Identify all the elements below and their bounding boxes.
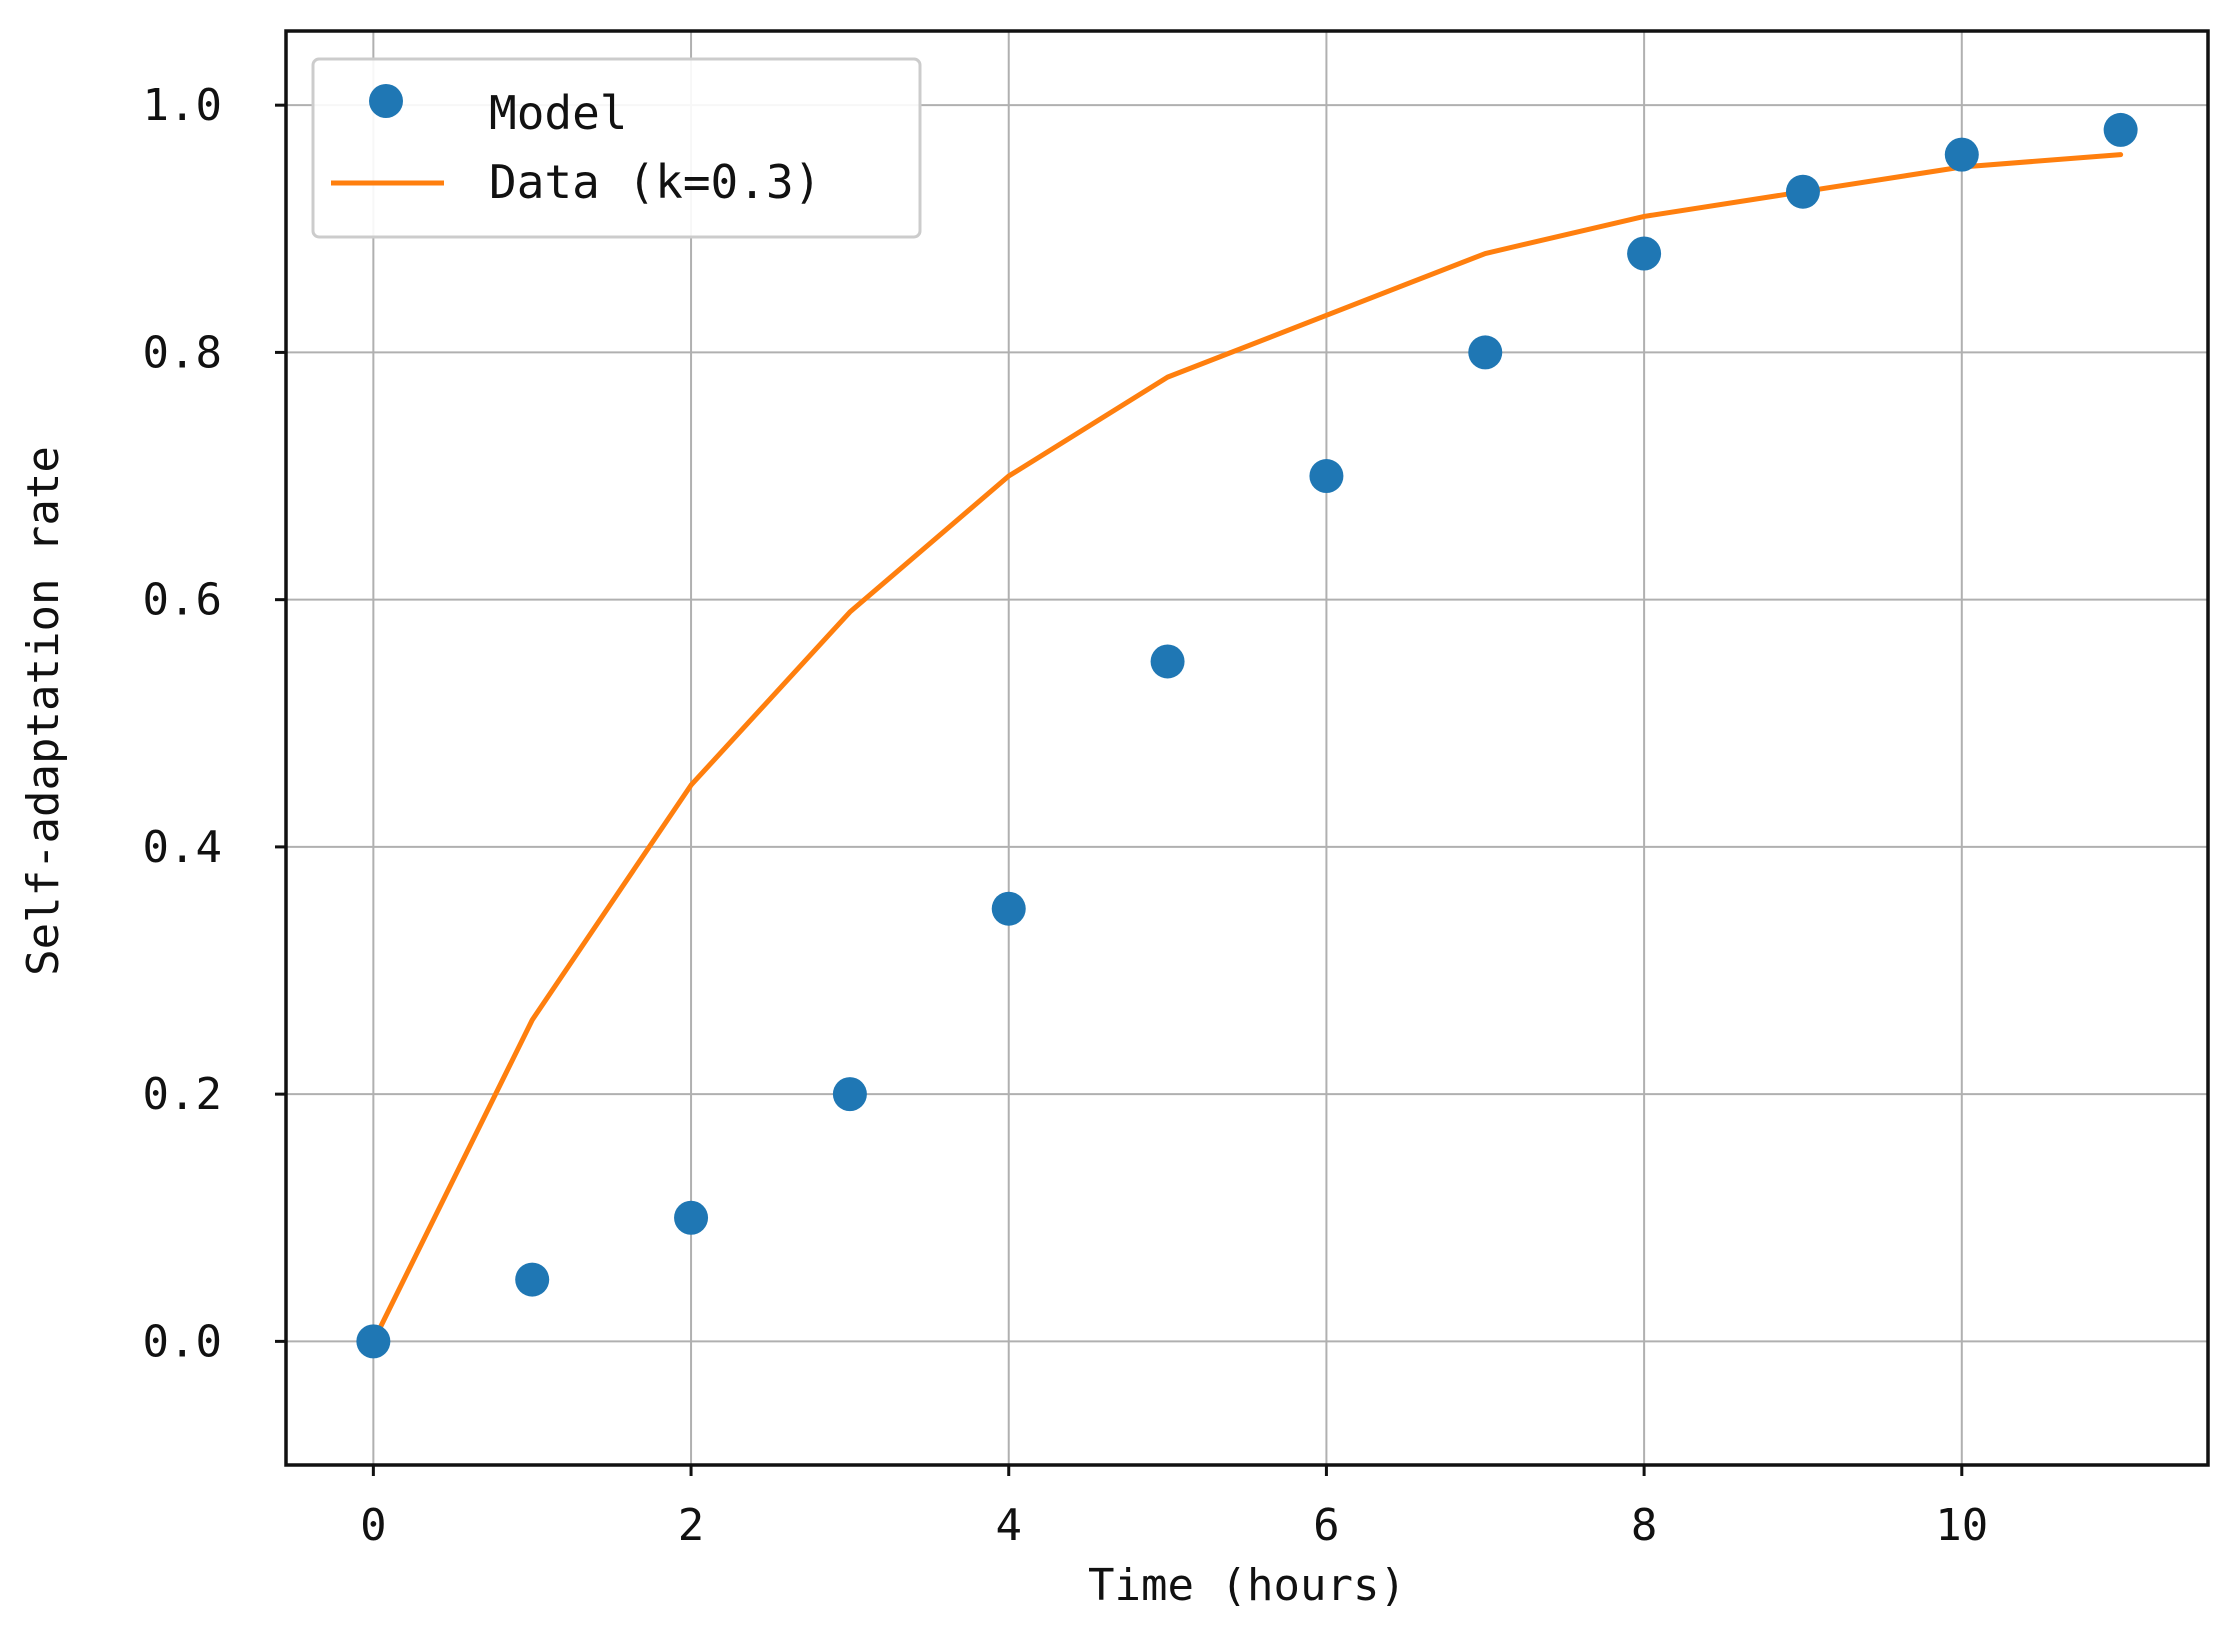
y-tick-label: 0.4 — [143, 822, 222, 873]
legend-model-label: Model — [489, 86, 627, 140]
model-point — [356, 1324, 391, 1359]
x-tick-label: 2 — [678, 1500, 705, 1551]
scatter-series-layer — [356, 112, 2138, 1359]
data-series-line — [370, 152, 2124, 1344]
y-tick-label: 0.2 — [143, 1069, 222, 1120]
axis-ticks: 0 2 4 6 8 10 0.0 0.2 0.4 0.6 0.8 1.0 — [143, 80, 1989, 1551]
y-axis-title: Self-adaptation rate — [18, 446, 69, 976]
y-tick-label: 0.0 — [143, 1316, 222, 1367]
x-tick-label: 8 — [1631, 1500, 1658, 1551]
line-series-layer — [370, 152, 2124, 1344]
model-point — [515, 1262, 550, 1297]
model-point — [1468, 335, 1503, 370]
y-tick-label: 0.6 — [143, 575, 222, 626]
legend: Model Data (k=0.3) — [311, 57, 922, 239]
model-point — [1785, 174, 1820, 209]
x-tick-label: 6 — [1313, 1500, 1340, 1551]
model-point — [1627, 236, 1662, 271]
model-point — [1150, 644, 1185, 679]
legend-model-marker — [369, 84, 403, 118]
legend-data-label: Data (k=0.3) — [489, 155, 821, 209]
x-tick-label: 4 — [995, 1500, 1022, 1551]
model-point — [674, 1200, 709, 1235]
legend-box — [311, 57, 922, 239]
plot-frame — [284, 29, 2210, 1467]
model-point — [832, 1077, 867, 1112]
x-tick-label: 10 — [1935, 1500, 1988, 1551]
x-tick-label: 0 — [360, 1500, 387, 1551]
model-point — [1309, 459, 1344, 494]
model-point — [2103, 112, 2138, 147]
y-tick-label: 1.0 — [143, 80, 222, 131]
model-point — [991, 891, 1026, 926]
x-axis-title: Time (hours) — [1088, 1560, 1406, 1611]
model-point — [1944, 137, 1979, 172]
y-tick-label: 0.8 — [143, 327, 222, 378]
